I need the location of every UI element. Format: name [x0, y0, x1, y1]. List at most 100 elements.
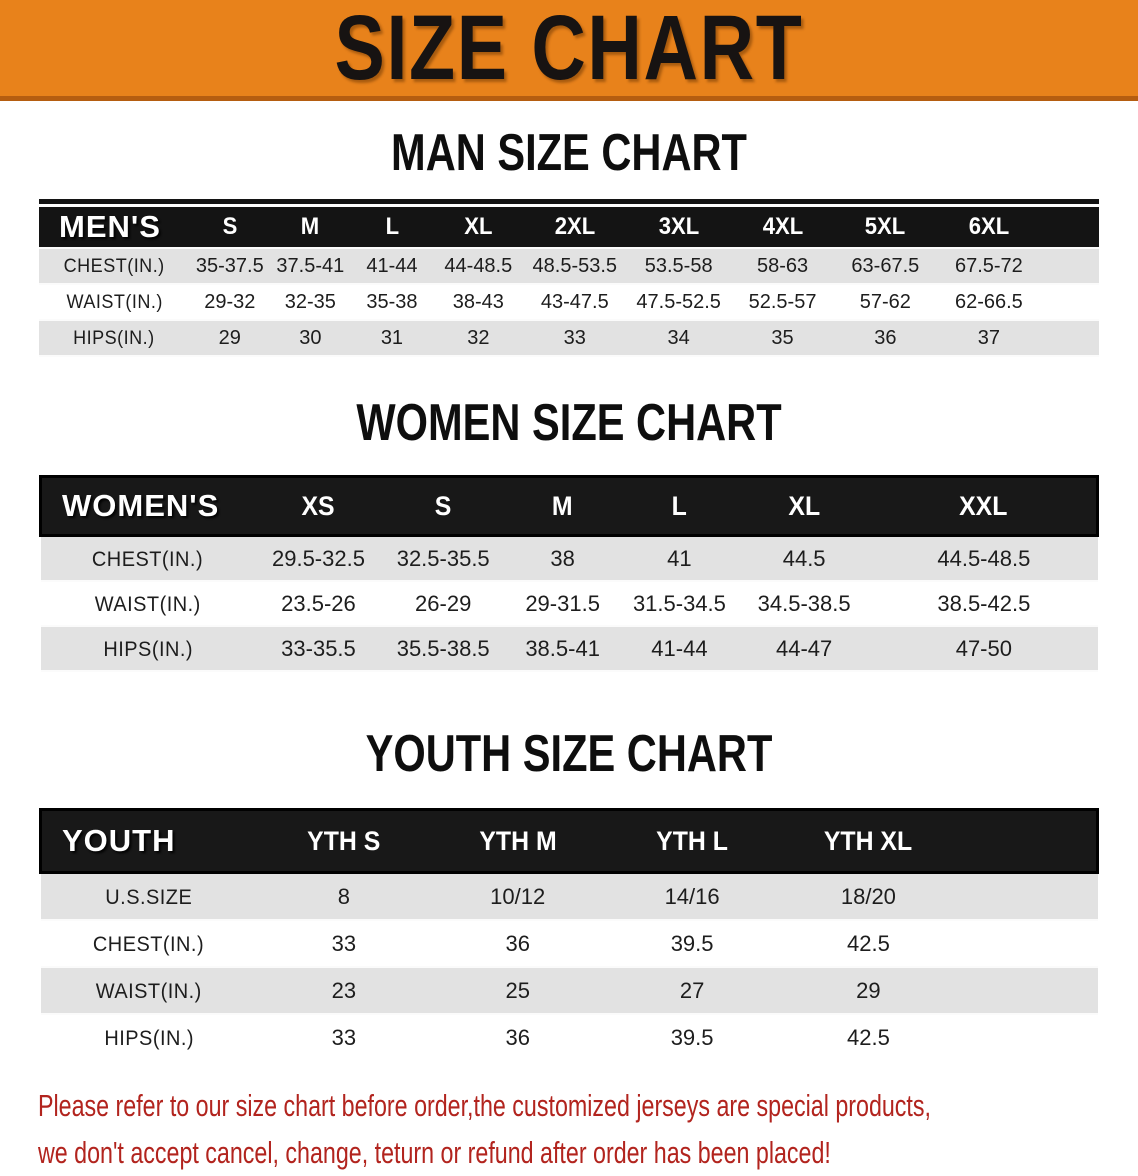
- disclaimer-line-1: Please refer to our size chart before or…: [38, 1088, 931, 1123]
- row-label-cell: U.S.SIZE: [40, 871, 258, 921]
- size-value-cell: 29.5-32.5: [255, 534, 382, 582]
- size-value-cell: 32: [433, 319, 524, 357]
- size-value-cell: 27: [604, 966, 780, 1015]
- size-value-cell: 32.5-35.5: [381, 534, 505, 582]
- size-column-label: 6XL: [968, 213, 1010, 240]
- size-column-header: 4XL: [731, 207, 834, 248]
- measurement-row: HIPS(IN.) 33 36 39.5 42.5: [40, 1013, 1098, 1060]
- man-size-chart-title: MAN SIZE CHART: [391, 124, 747, 182]
- size-value-cell: 37: [936, 319, 1099, 357]
- size-value-cell: 37.5-41: [270, 247, 351, 285]
- size-column-header: M: [504, 475, 621, 537]
- row-label: WAIST(IN.): [94, 592, 201, 616]
- size-value-cell: 62-66.5: [936, 283, 1099, 320]
- size-column-header: YTH XL: [779, 808, 1100, 874]
- row-label: CHEST(IN.): [63, 255, 165, 277]
- size-value-cell: 63-67.5: [833, 247, 937, 285]
- size-column-header: 5XL: [833, 207, 937, 248]
- size-column-label: L: [385, 213, 399, 240]
- row-label-cell: CHEST(IN.): [40, 919, 258, 967]
- row-label-cell: HIPS(IN.): [40, 1013, 258, 1060]
- size-column-label: YTH L: [656, 825, 728, 856]
- row-label: CHEST(IN.): [93, 932, 205, 956]
- women-size-chart-title: WOMEN SIZE CHART: [356, 394, 782, 452]
- size-value-cell: 34.5-38.5: [738, 580, 871, 626]
- size-column-label: 4XL: [762, 213, 803, 240]
- size-column-header: L: [620, 475, 739, 537]
- size-value-cell: 30: [270, 319, 351, 357]
- measurement-row: U.S.SIZE 8 10/12 14/16 18/20: [40, 871, 1098, 921]
- size-value-cell: 44-47: [738, 625, 871, 672]
- size-value-cell: 39.5: [604, 1013, 780, 1060]
- size-value-cell: 34: [626, 319, 732, 357]
- size-column-label: XXL: [958, 490, 1008, 521]
- size-charts: MAN SIZE CHART MEN'S S M L XL 2XL 3XL 4XL 5XL 6XL…: [0, 123, 1138, 1060]
- row-label: WAIST(IN.): [95, 979, 202, 1003]
- womens-group-label-cell: WOMEN'S: [39, 475, 256, 537]
- size-column-header: XL: [433, 207, 524, 248]
- measurement-row: WAIST(IN.) 23 25 27 29: [40, 966, 1098, 1015]
- size-column-header: XS: [255, 475, 382, 537]
- size-value-cell: 33: [523, 319, 627, 357]
- size-value-cell: 33-35.5: [255, 625, 382, 672]
- measurement-row: HIPS(IN.) 29 30 31 32 33 34 35 36 37: [39, 319, 1099, 357]
- size-value-cell: 41-44: [350, 247, 434, 285]
- size-value-cell: 52.5-57: [731, 283, 834, 320]
- row-label-cell: WAIST(IN.): [40, 580, 256, 626]
- size-value-cell: 25: [430, 966, 605, 1015]
- size-header-row: MEN'S S M L XL 2XL 3XL 4XL 5XL 6XL: [39, 207, 1099, 248]
- size-value-cell: 10/12: [430, 871, 605, 921]
- size-column-label: 2XL: [554, 213, 596, 240]
- size-value-cell: 41-44: [620, 625, 739, 672]
- womens-size-table-host: WOMEN'S XS S M L XL XXL CHEST(IN.) 29.5-32.5 32.5…: [39, 475, 1100, 672]
- size-column-label: L: [671, 490, 688, 521]
- size-value-cell: 38: [504, 534, 621, 582]
- size-column-header: YTH L: [604, 808, 780, 874]
- size-value-cell: 35-38: [350, 283, 434, 320]
- size-column-label: XL: [464, 213, 493, 240]
- size-value-cell: 48.5-53.5: [523, 247, 627, 285]
- size-column-header: YTH M: [430, 808, 605, 874]
- size-column-label: XL: [788, 490, 821, 521]
- size-value-cell: 39.5: [604, 919, 780, 967]
- size-value-cell: 43-47.5: [523, 283, 627, 320]
- size-value-cell: 26-29: [381, 580, 505, 626]
- size-column-header: S: [381, 475, 505, 537]
- youth-size-chart-title: YOUTH SIZE CHART: [365, 725, 773, 783]
- size-value-cell: 35.5-38.5: [381, 625, 505, 672]
- banner-title: SIZE CHART: [334, 0, 804, 99]
- size-value-cell: 31: [350, 319, 434, 357]
- size-value-cell: 41: [620, 534, 739, 582]
- mens-size-table-host: MEN'S S M L XL 2XL 3XL 4XL 5XL 6XL CHEST(IN.) 35-37…: [39, 199, 1099, 357]
- size-column-header: XXL: [870, 475, 1100, 537]
- row-label: HIPS(IN.): [73, 327, 155, 349]
- size-value-cell: 44-48.5: [433, 247, 524, 285]
- size-value-cell: 33: [257, 1013, 431, 1060]
- size-column-label: YTH M: [479, 825, 557, 856]
- row-label: WAIST(IN.): [66, 291, 163, 313]
- size-value-cell: 29: [779, 966, 1098, 1015]
- size-column-label: YTH XL: [823, 825, 912, 856]
- size-value-cell: 18/20: [779, 871, 1098, 921]
- size-value-cell: 44.5: [738, 534, 871, 582]
- row-label: CHEST(IN.): [92, 547, 204, 571]
- youth-size-table: YOUTH YTH S YTH M YTH L YTH XL U.S.SIZE 8 10/12…: [39, 808, 1100, 1060]
- size-value-cell: 29-31.5: [504, 580, 621, 626]
- size-value-cell: 38.5-41: [504, 625, 621, 672]
- youth-group-label-cell: YOUTH: [39, 808, 258, 874]
- size-column-header: L: [350, 207, 434, 248]
- row-label-cell: HIPS(IN.): [39, 319, 190, 357]
- size-value-cell: 36: [833, 319, 937, 357]
- disclaimer: Please refer to our size chart before or…: [0, 1082, 1138, 1176]
- size-value-cell: 32-35: [270, 283, 351, 320]
- measurement-row: CHEST(IN.) 33 36 39.5 42.5: [40, 919, 1098, 967]
- size-value-cell: 44.5-48.5: [870, 534, 1098, 582]
- row-label-cell: WAIST(IN.): [39, 283, 190, 320]
- size-column-label: M: [301, 213, 320, 240]
- row-label-cell: CHEST(IN.): [40, 534, 256, 582]
- size-column-header: YTH S: [257, 808, 431, 874]
- size-value-cell: 8: [257, 871, 431, 921]
- size-column-label: M: [552, 490, 573, 521]
- row-label: U.S.SIZE: [105, 885, 193, 909]
- size-column-label: S: [222, 213, 238, 240]
